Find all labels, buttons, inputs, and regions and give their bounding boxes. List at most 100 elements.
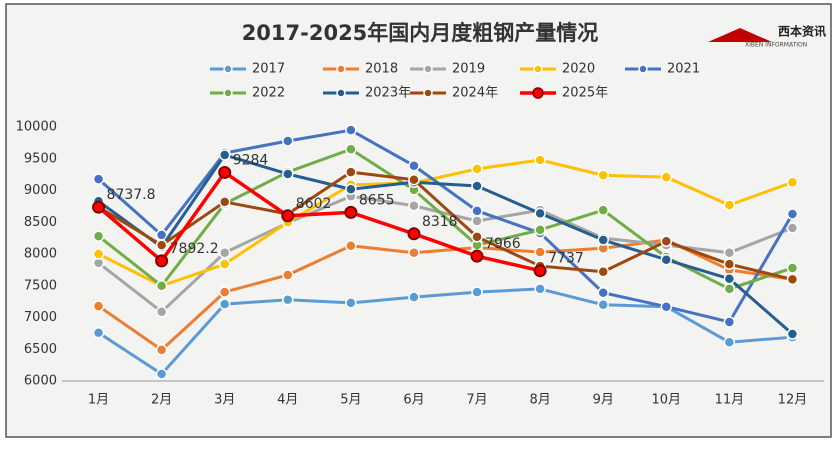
point <box>534 283 546 295</box>
point <box>408 159 420 172</box>
point <box>282 135 294 147</box>
y-tick-label: 6500 <box>24 342 57 357</box>
point <box>345 183 357 195</box>
y-tick-label: 9000 <box>24 183 57 198</box>
x-tick-label: 10月 <box>652 393 682 408</box>
point <box>218 165 232 179</box>
point <box>282 293 294 306</box>
point <box>218 298 231 310</box>
y-tick-label: 10000 <box>16 120 57 135</box>
point <box>786 208 799 220</box>
x-tick-label: 11月 <box>715 393 745 408</box>
point <box>155 368 168 380</box>
point <box>533 264 547 278</box>
x-tick-label: 1月 <box>88 393 109 408</box>
point <box>92 248 105 260</box>
point <box>408 246 420 259</box>
data-label: 8737.8 <box>107 187 156 203</box>
point <box>345 166 357 178</box>
point <box>534 224 546 236</box>
legend-label: 2017 <box>252 62 285 77</box>
point <box>344 205 358 219</box>
point <box>723 273 736 285</box>
x-tick-label: 9月 <box>593 393 614 408</box>
point <box>408 173 420 186</box>
legend-label: 2021 <box>667 62 700 77</box>
point <box>471 205 483 217</box>
x-tick-label: 7月 <box>466 393 487 408</box>
y-tick-label: 8500 <box>24 215 57 230</box>
point <box>786 176 799 188</box>
legend-marker <box>638 64 648 74</box>
y-tick-label: 9500 <box>24 151 57 166</box>
point <box>155 239 168 251</box>
point <box>471 163 483 175</box>
point <box>155 344 168 356</box>
point <box>660 171 673 183</box>
point <box>345 239 357 252</box>
legend-label: 2025年 <box>562 86 608 101</box>
point <box>597 299 609 311</box>
data-label: 8655 <box>359 192 395 208</box>
point <box>218 196 231 208</box>
x-tick-label: 8月 <box>529 393 550 408</box>
point <box>218 149 231 161</box>
point <box>597 286 609 299</box>
point <box>282 269 294 281</box>
point <box>786 273 799 286</box>
logo-name: 西本资讯 <box>778 24 826 39</box>
point <box>660 253 673 266</box>
point <box>218 258 231 270</box>
legend-marker <box>336 64 346 74</box>
legend-marker <box>423 64 433 74</box>
point <box>534 154 546 166</box>
legend-marker <box>533 64 543 74</box>
data-label: 9284 <box>233 152 269 168</box>
legend-label: 2018 <box>365 62 398 77</box>
data-label: 8602 <box>296 196 332 212</box>
point <box>282 168 294 180</box>
point <box>92 326 105 339</box>
point <box>218 246 231 259</box>
point <box>660 300 673 313</box>
point <box>471 286 483 298</box>
point <box>345 143 357 155</box>
point <box>723 316 736 328</box>
y-tick-label: 8000 <box>24 247 57 262</box>
data-label: 7737 <box>548 251 584 267</box>
point <box>786 328 799 340</box>
point <box>660 235 673 248</box>
point <box>723 199 736 211</box>
point <box>218 286 231 298</box>
legend-marker <box>532 87 544 99</box>
point <box>408 199 420 212</box>
point <box>345 297 357 309</box>
y-tick-label: 7000 <box>24 310 57 325</box>
point <box>597 169 609 182</box>
series-line <box>97 170 541 273</box>
point <box>281 209 295 223</box>
x-tick-label: 4月 <box>277 393 298 408</box>
point <box>471 180 483 192</box>
point <box>597 266 609 278</box>
point <box>723 336 736 349</box>
x-tick-label: 12月 <box>778 393 808 408</box>
legend-marker <box>223 88 233 98</box>
data-label: 7966 <box>485 236 521 252</box>
legend-label: 2020 <box>562 62 595 77</box>
chart-title: 2017-2025年国内月度粗钢产量情况 <box>242 21 599 45</box>
legend-label: 2024年 <box>452 86 498 101</box>
series-line <box>97 287 793 376</box>
legend-marker <box>336 88 346 98</box>
legend-label: 2022 <box>252 86 285 101</box>
data-label: 8318 <box>422 214 458 230</box>
point <box>155 254 169 268</box>
point <box>155 280 168 292</box>
legend-marker <box>223 64 233 74</box>
point <box>534 246 546 258</box>
point <box>345 124 357 136</box>
point <box>470 249 484 263</box>
point <box>155 229 168 241</box>
data-label: 7892.2 <box>170 241 219 257</box>
point <box>723 246 736 259</box>
